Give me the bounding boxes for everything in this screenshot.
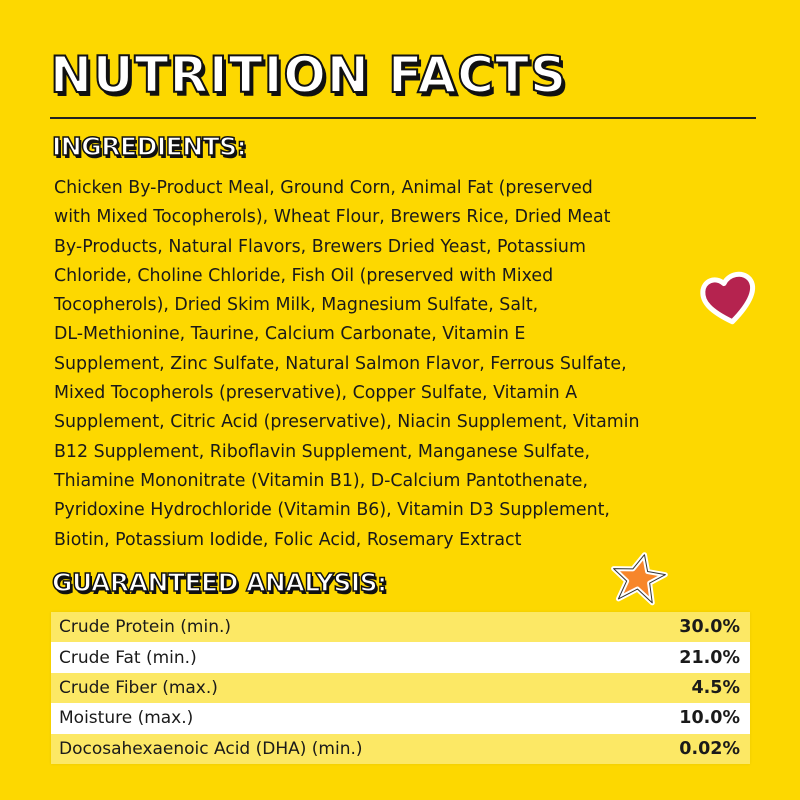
table-row: Crude Fiber (max.) 4.5%	[51, 672, 750, 704]
ingredients-line: Biotin, Potassium Iodide, Folic Acid, Ro…	[54, 529, 522, 550]
ingredients-line: DL-Methionine, Taurine, Calcium Carbonat…	[54, 324, 526, 345]
row-value: 4.5%	[691, 677, 740, 698]
table-row: Moisture (max.) 10.0%	[51, 703, 750, 734]
page-title: NUTRITION FACTS	[49, 45, 568, 105]
star-icon	[611, 552, 668, 606]
row-value: 10.0%	[679, 708, 740, 729]
row-label: Crude Fat (min.)	[59, 647, 197, 668]
ingredients-line: Supplement, Zinc Sulfate, Natural Salmon…	[54, 353, 627, 374]
ingredients-line: By-Products, Natural Flavors, Brewers Dr…	[54, 236, 586, 257]
divider	[50, 117, 756, 119]
ingredients-line: B12 Supplement, Riboflavin Supplement, M…	[54, 441, 590, 462]
table-row: Crude Fat (min.) 21.0%	[51, 642, 750, 673]
ingredients-line: Mixed Tocopherols (preservative), Copper…	[54, 383, 578, 404]
ingredients-line: Supplement, Citric Acid (preservative), …	[54, 412, 640, 433]
ingredients-list: Chicken By-Product Meal, Ground Corn, An…	[54, 174, 774, 555]
row-label: Moisture (max.)	[59, 708, 194, 729]
row-label: Crude Protein (min.)	[59, 617, 232, 638]
analysis-table: Crude Protein (min.) 30.0% Crude Fat (min…	[51, 612, 750, 764]
ingredients-heading: INGREDIENTS:	[51, 131, 247, 162]
row-label: Crude Fiber (max.)	[59, 677, 218, 698]
ingredients-line: with Mixed Tocopherols), Wheat Flour, Br…	[54, 207, 611, 228]
ingredients-line: Chloride, Choline Chloride, Fish Oil (pr…	[54, 265, 554, 286]
row-label: Docosahexaenoic Acid (DHA) (min.)	[59, 738, 363, 759]
ingredients-line: Chicken By-Product Meal, Ground Corn, An…	[54, 178, 593, 198]
ingredients-line: Pyridoxine Hydrochloride (Vitamin B6), V…	[54, 500, 610, 521]
ingredients-line: Tocopherols), Dried Skim Milk, Magnesium…	[54, 295, 539, 316]
heart-icon	[700, 271, 756, 325]
table-row: Crude Protein (min.) 30.0%	[51, 612, 750, 643]
table-row: Docosahexaenoic Acid (DHA) (min.) 0.02%	[51, 733, 750, 764]
ingredients-line: Thiamine Mononitrate (Vitamin B1), D-Cal…	[54, 470, 589, 491]
row-value: 0.02%	[679, 738, 740, 759]
row-value: 30.0%	[679, 617, 740, 638]
row-value: 21.0%	[679, 647, 740, 668]
analysis-heading: GUARANTEED ANALYSIS:	[51, 567, 388, 598]
